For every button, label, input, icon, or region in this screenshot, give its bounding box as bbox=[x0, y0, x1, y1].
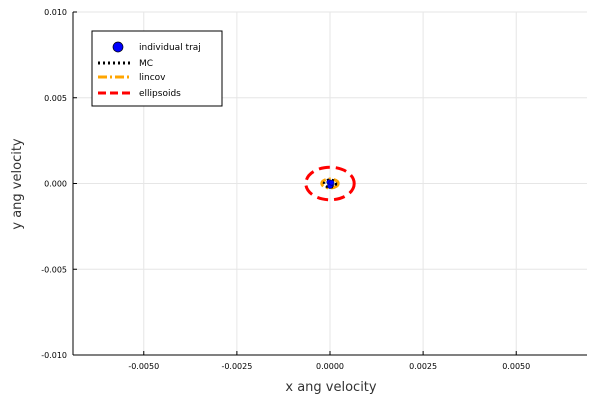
x-axis-label: x ang velocity bbox=[285, 380, 377, 395]
x-tick-label: 0.0000 bbox=[316, 362, 344, 371]
y-tick-label: -0.005 bbox=[41, 265, 67, 274]
ellipse-mc bbox=[322, 178, 338, 189]
legend-label-mc: MC bbox=[139, 59, 153, 69]
legend: individual traj MC lincov ellipsoids bbox=[91, 30, 223, 107]
legend-label-ellipsoids: ellipsoids bbox=[139, 89, 181, 99]
ellipse-lincov bbox=[320, 177, 340, 190]
y-tick-label: 0.005 bbox=[44, 94, 67, 103]
plot-area: -0.0050 -0.0025 0.0000 0.0025 0.0050 -0.010 -0… bbox=[41, 8, 587, 371]
legend-label-individual-traj: individual traj bbox=[139, 43, 201, 53]
x-tick-label: 0.0025 bbox=[409, 362, 437, 371]
x-tick-label: 0.0050 bbox=[502, 362, 530, 371]
x-tick-label: -0.0025 bbox=[221, 362, 252, 371]
y-axis-label: y ang velocity bbox=[10, 138, 25, 230]
x-tick-label: -0.0050 bbox=[128, 362, 159, 371]
legend-marker-individual-traj bbox=[112, 41, 124, 53]
y-tick-label: 0.000 bbox=[44, 180, 67, 189]
ellipse-ellipsoids bbox=[304, 165, 356, 202]
legend-label-lincov: lincov bbox=[139, 73, 166, 83]
data-point bbox=[328, 179, 335, 186]
y-tick-label: -0.010 bbox=[41, 351, 67, 360]
y-tick-label: 0.010 bbox=[44, 8, 67, 17]
